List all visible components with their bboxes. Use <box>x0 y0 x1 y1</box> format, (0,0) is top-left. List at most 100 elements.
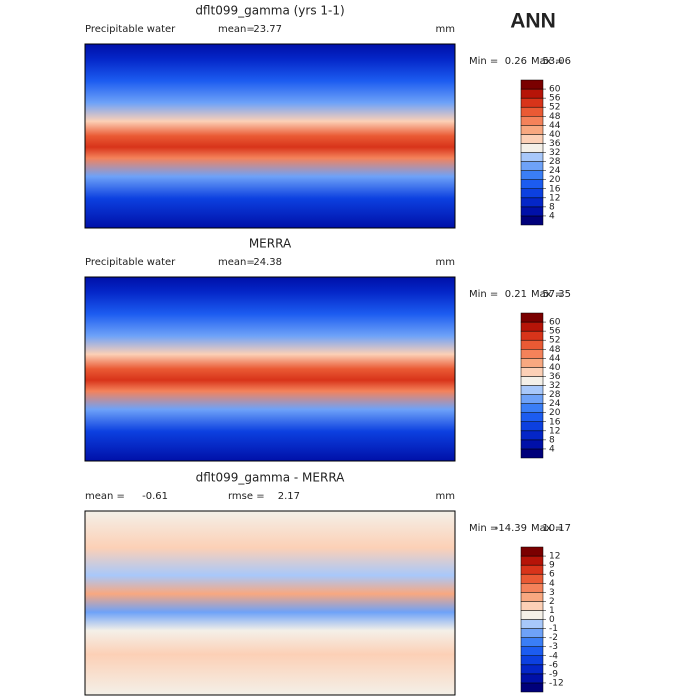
colorbar-box <box>520 125 544 135</box>
season-label: ANN <box>510 10 556 33</box>
field-label: Precipitable water <box>85 24 176 35</box>
min-label: Min = <box>469 289 498 300</box>
colorbar-box <box>520 188 544 199</box>
colorbar-box <box>520 161 544 171</box>
colorbar-box <box>520 682 544 693</box>
colorbar-box <box>520 88 544 99</box>
colorbar-box <box>520 394 544 404</box>
max-value: 53.06 <box>542 56 571 67</box>
panel-title: dflt099_gamma - MERRA <box>196 471 346 485</box>
colorbar-box <box>520 421 544 432</box>
colorbar-box <box>520 116 544 126</box>
colorbar-tick-label: 3 <box>549 588 555 598</box>
colorbar-box <box>520 673 544 684</box>
colorbar-tick-label: 28 <box>549 157 561 167</box>
stat-value: -0.61 <box>142 491 168 502</box>
colorbar-box <box>520 403 544 413</box>
colorbar-tick-label: 56 <box>549 327 561 337</box>
colorbar-tick-label: 4 <box>549 211 555 221</box>
colorbar-tick-label: 12 <box>549 426 560 436</box>
map-field <box>84 43 456 229</box>
colorbar-box <box>520 79 544 90</box>
map-field <box>84 276 456 462</box>
units: mm <box>436 257 455 268</box>
panel-title: MERRA <box>249 237 292 251</box>
colorbar-box <box>520 637 544 647</box>
colorbar-box <box>520 628 544 638</box>
colorbar-tick-label: 28 <box>549 390 561 400</box>
colorbar-tick-label: 40 <box>549 130 561 140</box>
colorbar-tick-label: 16 <box>549 417 561 427</box>
stat-label: mean= <box>218 257 255 268</box>
min-value: 0.26 <box>505 56 527 67</box>
colorbar-tick-label: 20 <box>549 408 561 418</box>
colorbar-tick-label: 36 <box>549 372 561 382</box>
colorbar-box <box>520 601 544 611</box>
colorbar-box <box>520 197 544 208</box>
colorbar-box <box>520 430 544 441</box>
colorbar-tick-label: 32 <box>549 381 560 391</box>
colorbar-box <box>520 330 544 341</box>
colorbar-tick-label: 56 <box>549 94 561 104</box>
colorbar-box <box>520 321 544 332</box>
colorbar-box <box>520 349 544 359</box>
colorbar-tick-label: 32 <box>549 148 560 158</box>
panel-title: dflt099_gamma (yrs 1-1) <box>195 4 344 18</box>
colorbar-box <box>520 610 544 620</box>
units: mm <box>436 491 455 502</box>
map-field <box>84 510 456 696</box>
colorbar-box <box>520 376 544 386</box>
stat-value: 24.38 <box>253 257 282 268</box>
colorbar-tick-label: 8 <box>549 435 555 445</box>
colorbar-tick-label: 60 <box>549 318 561 328</box>
stat-label: rmse = <box>228 491 265 502</box>
colorbar-box <box>520 555 544 566</box>
colorbar-tick-label: 48 <box>549 345 561 355</box>
stat-value: 2.17 <box>278 491 300 502</box>
colorbar-box <box>520 583 544 593</box>
colorbar-box <box>520 646 544 656</box>
colorbar-tick-label: 44 <box>549 354 561 364</box>
colorbar-tick-label: -12 <box>549 678 564 688</box>
stat-label: mean= <box>218 24 255 35</box>
colorbar-tick-label: 2 <box>549 597 555 607</box>
colorbar-box <box>520 619 544 629</box>
colorbar-box <box>520 339 544 350</box>
colorbar-tick-label: 4 <box>549 444 555 454</box>
colorbar-tick-label: 9 <box>549 561 555 571</box>
colorbar-box <box>520 564 544 575</box>
colorbar-tick-label: 24 <box>549 166 561 176</box>
units: mm <box>436 24 455 35</box>
colorbar-box <box>520 385 544 395</box>
colorbar-box <box>520 312 544 323</box>
colorbar-tick-label: 20 <box>549 175 561 185</box>
colorbar-box <box>520 655 544 666</box>
stat-value: 23.77 <box>253 24 282 35</box>
max-value: 10.17 <box>542 523 571 534</box>
colorbar-box <box>520 215 544 226</box>
colorbar-box <box>520 152 544 162</box>
colorbar-box <box>520 97 544 108</box>
colorbar-tick-label: 52 <box>549 336 560 346</box>
max-label: Max = <box>531 289 563 300</box>
colorbar-tick-label: 12 <box>549 193 560 203</box>
colorbar-box <box>520 367 544 377</box>
colorbar-tick-label: 24 <box>549 399 561 409</box>
colorbar-box <box>520 546 544 557</box>
min-value: -14.39 <box>495 523 527 534</box>
colorbar-box <box>520 170 544 180</box>
colorbar-tick-label: 40 <box>549 363 561 373</box>
colorbar-tick-label: -6 <box>549 660 558 670</box>
field-label: Precipitable water <box>85 257 176 268</box>
colorbar-box <box>520 106 544 117</box>
colorbar-tick-label: 0 <box>549 615 555 625</box>
colorbar-tick-label: -3 <box>549 642 558 652</box>
colorbar-tick-label: -1 <box>549 624 558 634</box>
colorbar-tick-label: 8 <box>549 202 555 212</box>
max-label: Max = <box>531 56 563 67</box>
colorbar-box <box>520 573 544 584</box>
colorbar-tick-label: 4 <box>549 579 555 589</box>
colorbar-box <box>520 664 544 675</box>
colorbar-tick-label: -2 <box>549 633 558 643</box>
